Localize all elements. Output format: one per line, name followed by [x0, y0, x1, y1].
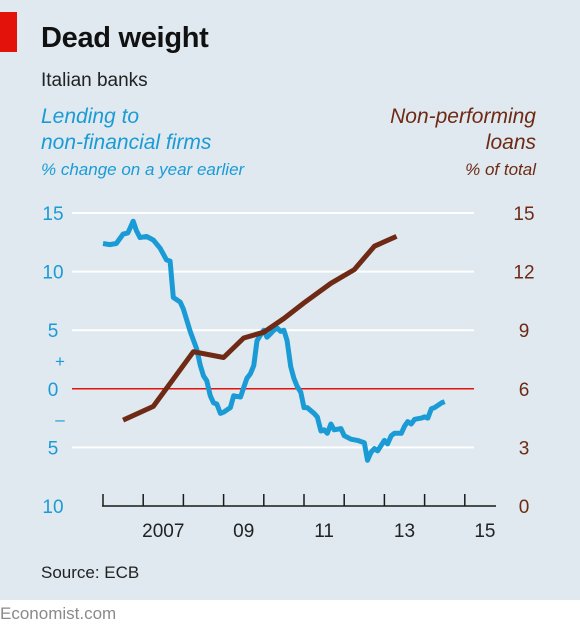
- chart-title: Dead weight: [41, 22, 209, 54]
- chart-card: Dead weight Italian banks Lending to non…: [0, 0, 580, 600]
- left-tick-label: 0: [48, 380, 59, 401]
- x-tick-label: 2007: [142, 521, 184, 542]
- x-tick-label: 15: [474, 521, 495, 542]
- left-tick-label: 10: [42, 497, 63, 518]
- left-tick-label: 5: [48, 438, 59, 459]
- left-series-heading-line-1: Lending to: [41, 105, 140, 128]
- right-tick-label: 12: [513, 263, 534, 284]
- x-tick-label: 09: [233, 521, 254, 542]
- brand-footer: Economist.com: [0, 604, 117, 623]
- left-plus-sign: +: [55, 352, 65, 371]
- left-minus-sign: –: [55, 410, 65, 429]
- right-tick-label: 6: [519, 380, 530, 401]
- red-tab-marker: [0, 12, 17, 52]
- lending-series-line: [102, 218, 446, 463]
- chart-subtitle: Italian banks: [41, 70, 148, 91]
- right-tick-label: 3: [519, 438, 530, 459]
- x-tick-label: 13: [394, 521, 415, 542]
- npl-series-line: [122, 234, 398, 423]
- right-series-heading-line-1: Non-performing: [390, 105, 536, 128]
- right-tick-label: 9: [519, 321, 530, 342]
- right-series-heading-line-2: loans: [485, 131, 536, 154]
- source-note: Source: ECB: [41, 563, 140, 582]
- right-series-unit: % of total: [465, 160, 536, 179]
- right-tick-label: 0: [519, 497, 530, 518]
- left-series-heading-line-2: non-financial firms: [41, 131, 212, 154]
- left-tick-label: 10: [42, 263, 63, 284]
- left-tick-label: 15: [42, 204, 63, 225]
- right-tick-label: 15: [513, 204, 534, 225]
- chart-plot: 15 10 5 0 5 10 + – 15 12 9 6 3 0 2007 09 11 13 15: [42, 204, 534, 542]
- left-tick-label: 5: [48, 321, 59, 342]
- x-tick-label: 11: [314, 521, 334, 542]
- left-series-unit: % change on a year earlier: [41, 160, 245, 179]
